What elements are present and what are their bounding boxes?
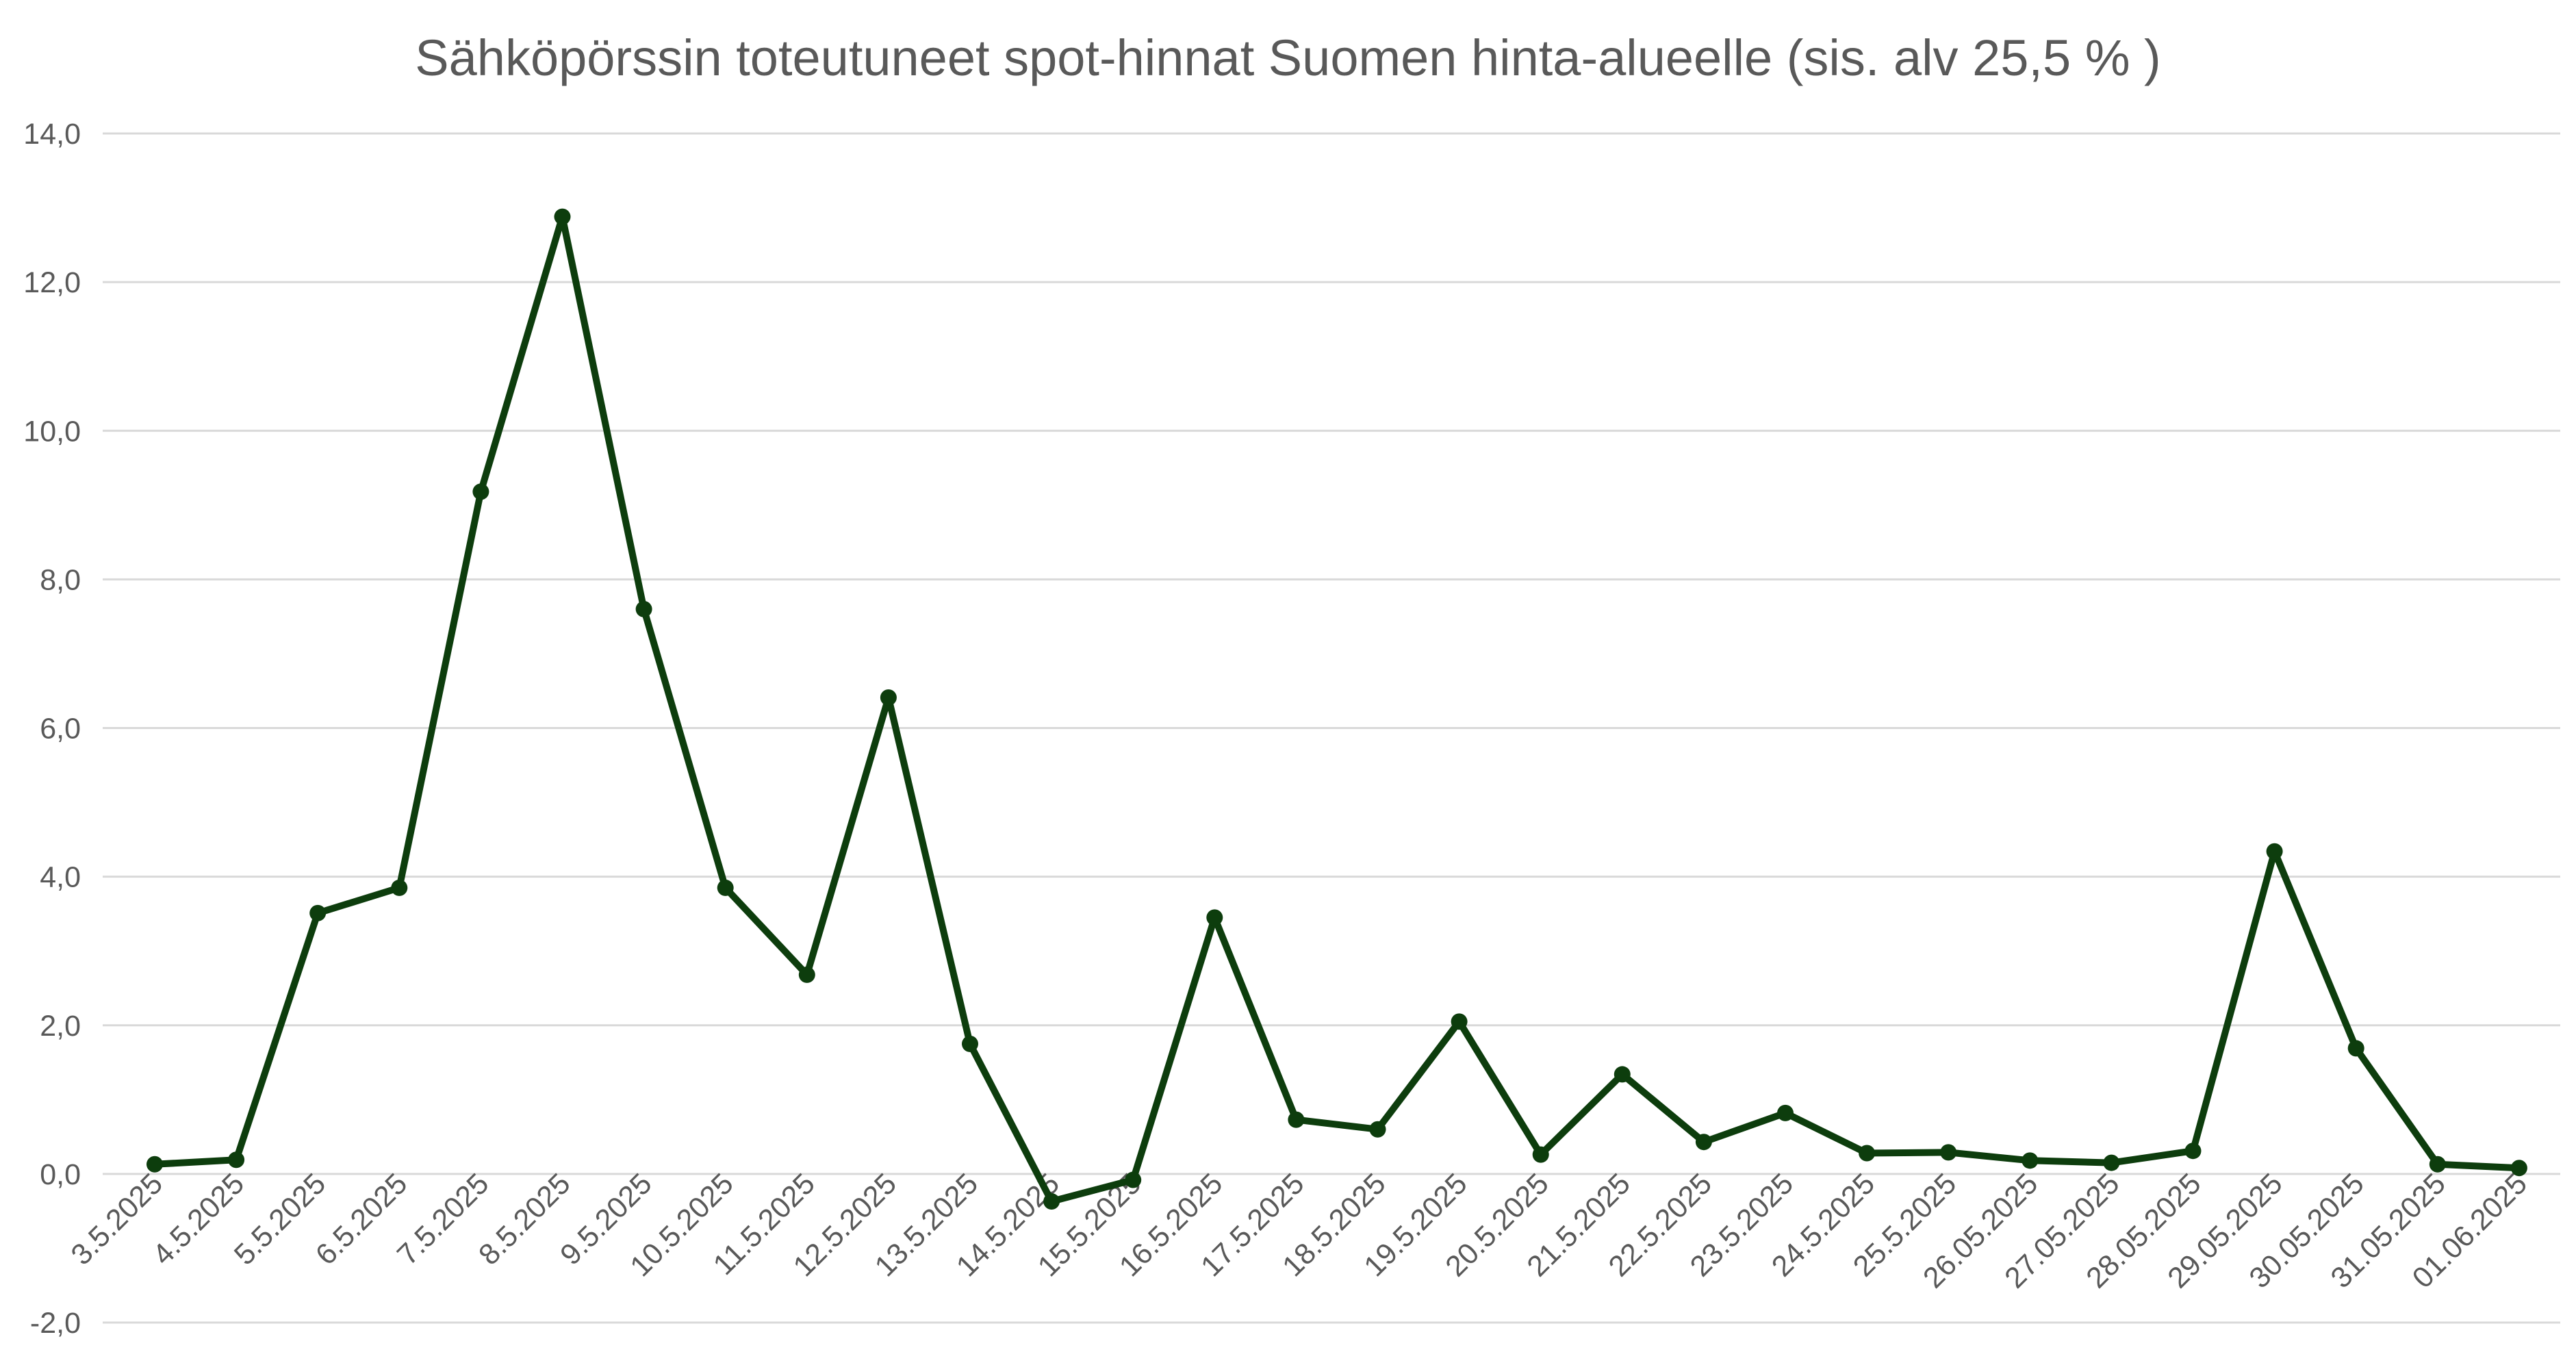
data-point bbox=[635, 600, 652, 617]
y-tick-label: 8,0 bbox=[40, 563, 81, 596]
data-point bbox=[1614, 1066, 1631, 1083]
data-point bbox=[798, 966, 815, 983]
data-point bbox=[2184, 1143, 2202, 1160]
data-point bbox=[146, 1156, 163, 1173]
data-point bbox=[2510, 1160, 2527, 1177]
data-point bbox=[228, 1151, 245, 1169]
y-tick-label: 6,0 bbox=[40, 713, 81, 745]
y-tick-label: 0,0 bbox=[40, 1158, 81, 1191]
data-point bbox=[1695, 1134, 1712, 1151]
series-line bbox=[151, 213, 2523, 1205]
y-tick-label: 4,0 bbox=[40, 861, 81, 894]
data-point bbox=[2266, 843, 2283, 860]
x-axis-ticks: 3.5.20254.5.20255.5.20256.5.20257.5.2025… bbox=[65, 1167, 2534, 1294]
data-point bbox=[1369, 1121, 1386, 1138]
y-axis-ticks: 14,0 12,0 10,0 8,0 6,0 4,0 2,0 0,0 -2,0 bbox=[23, 118, 81, 1340]
data-point bbox=[2103, 1154, 2120, 1171]
y-tick-label: 10,0 bbox=[23, 415, 81, 448]
data-point bbox=[391, 879, 408, 896]
data-point bbox=[309, 904, 327, 921]
y-tick-label: 14,0 bbox=[23, 118, 81, 151]
data-point bbox=[1125, 1171, 1142, 1188]
data-point bbox=[880, 689, 897, 706]
data-point bbox=[1288, 1111, 1305, 1128]
data-point bbox=[1206, 909, 1223, 926]
data-point bbox=[717, 879, 734, 896]
data-point bbox=[1940, 1144, 1957, 1161]
y-tick-label: 12,0 bbox=[23, 266, 81, 299]
data-point bbox=[472, 483, 489, 500]
y-tick-label: -2,0 bbox=[30, 1307, 81, 1340]
y-tick-label: 2,0 bbox=[40, 1010, 81, 1043]
data-point bbox=[962, 1035, 978, 1052]
data-point bbox=[1043, 1193, 1060, 1210]
data-point bbox=[1859, 1145, 1876, 1162]
data-point bbox=[1777, 1104, 1794, 1121]
data-point bbox=[2022, 1152, 2039, 1169]
chart-title: Sähköpörssin toteutuneet spot-hinnat Suo… bbox=[415, 29, 2161, 86]
series bbox=[146, 208, 2527, 1210]
gridlines bbox=[103, 132, 2560, 1324]
data-point bbox=[554, 208, 571, 225]
data-point bbox=[1451, 1013, 1468, 1030]
data-point bbox=[2347, 1040, 2364, 1057]
data-point bbox=[1532, 1146, 1549, 1163]
data-point bbox=[2429, 1156, 2446, 1173]
